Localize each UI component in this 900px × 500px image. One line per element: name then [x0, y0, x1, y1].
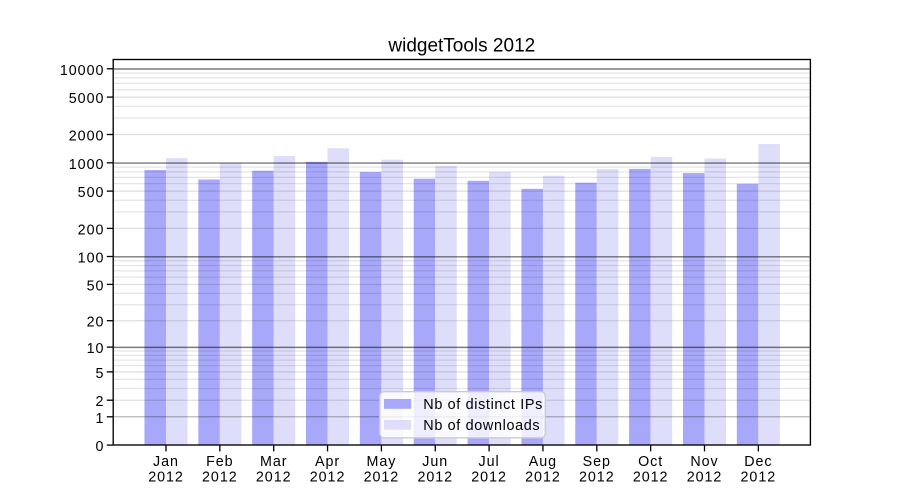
svg-text:2012: 2012	[148, 470, 184, 486]
svg-text:widgetTools 2012: widgetTools 2012	[387, 36, 535, 57]
svg-text:2012: 2012	[579, 470, 615, 486]
svg-text:2012: 2012	[471, 470, 507, 486]
svg-text:2012: 2012	[364, 470, 400, 486]
svg-text:2: 2	[95, 394, 104, 410]
svg-text:10000: 10000	[60, 63, 105, 79]
svg-text:10: 10	[87, 341, 105, 357]
svg-text:5000: 5000	[69, 91, 105, 107]
svg-text:Dec: Dec	[744, 454, 772, 470]
svg-text:Apr: Apr	[315, 454, 340, 470]
svg-text:Aug: Aug	[529, 454, 557, 470]
svg-text:2012: 2012	[310, 470, 346, 486]
svg-text:20: 20	[87, 315, 105, 331]
svg-text:1000: 1000	[69, 157, 105, 173]
svg-text:2012: 2012	[687, 470, 723, 486]
svg-text:Nb of distinct IPs: Nb of distinct IPs	[423, 397, 543, 413]
svg-text:2012: 2012	[525, 470, 561, 486]
svg-text:1: 1	[95, 411, 104, 427]
svg-text:Jun: Jun	[422, 454, 448, 470]
svg-text:50: 50	[87, 278, 105, 294]
svg-text:2012: 2012	[741, 470, 777, 486]
svg-text:200: 200	[78, 222, 105, 238]
svg-text:Mar: Mar	[260, 454, 287, 470]
svg-text:5: 5	[95, 366, 104, 382]
svg-text:Jul: Jul	[479, 454, 500, 470]
svg-text:Nov: Nov	[690, 454, 718, 470]
svg-text:2012: 2012	[633, 470, 669, 486]
svg-text:2000: 2000	[69, 129, 105, 145]
svg-text:Oct: Oct	[638, 454, 663, 470]
svg-text:Jan: Jan	[153, 454, 179, 470]
svg-text:May: May	[366, 454, 396, 470]
svg-text:Feb: Feb	[206, 454, 234, 470]
svg-text:2012: 2012	[256, 470, 292, 486]
svg-text:100: 100	[78, 251, 105, 267]
svg-text:Nb of downloads: Nb of downloads	[423, 418, 540, 434]
svg-text:0: 0	[95, 439, 104, 455]
svg-text:500: 500	[78, 185, 105, 201]
svg-text:2012: 2012	[417, 470, 453, 486]
svg-text:2012: 2012	[202, 470, 238, 486]
svg-text:Sep: Sep	[583, 454, 611, 470]
